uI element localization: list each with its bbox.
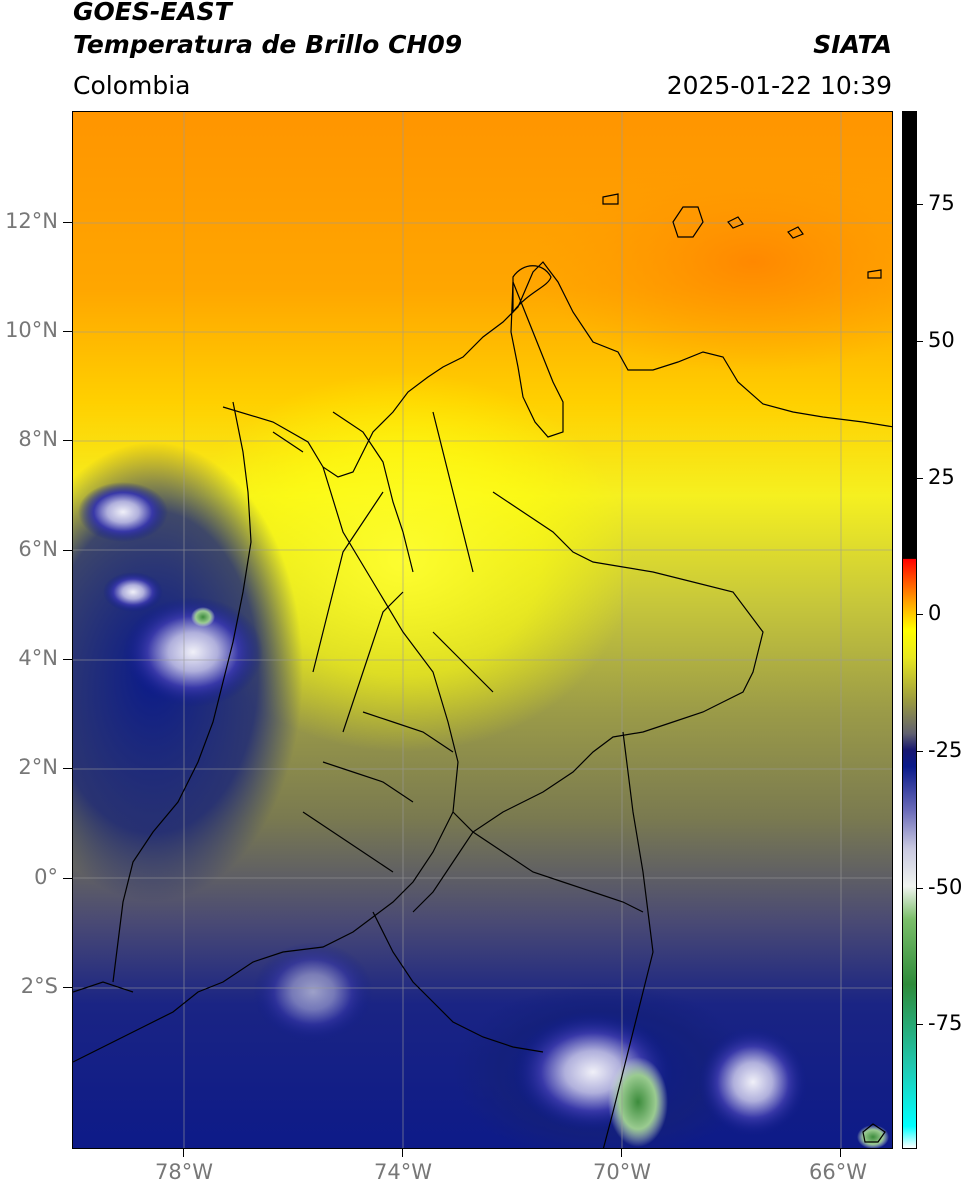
lat-tick: [63, 768, 72, 769]
lat-label-0: 0°: [34, 865, 58, 889]
organization-label: SIATA: [813, 30, 892, 59]
very-cold-core-1: [608, 1057, 668, 1147]
colorbar-tick: [917, 204, 923, 205]
colorbar-tick: [917, 341, 923, 342]
colorbar-tick: [917, 1024, 923, 1025]
lon-tick: [402, 1149, 403, 1157]
coastlines-and-borders: [73, 193, 892, 1148]
brightness-temperature-image: [73, 112, 892, 1148]
lat-label-6n: 6°N: [18, 537, 58, 561]
colorbar-label-75: 75: [928, 191, 955, 215]
colorbar-label-50: 50: [928, 328, 955, 352]
lon-label-66w: 66°W: [809, 1160, 867, 1184]
brazil-border: [602, 731, 654, 1148]
lat-tick: [63, 878, 72, 879]
colorbar-label-minus25: -25: [928, 738, 963, 762]
lon-tick: [183, 1149, 184, 1157]
colorbar: [902, 111, 917, 1149]
andes-border: [73, 466, 459, 1063]
venezuela-border: [412, 491, 764, 913]
cold-cloud-2: [78, 482, 168, 542]
lat-tick: [63, 331, 72, 332]
colorbar-label-25: 25: [928, 465, 955, 489]
lat-label-8n: 8°N: [18, 427, 58, 451]
very-cold-core-2: [857, 1125, 889, 1148]
lon-label-70w: 70°W: [593, 1160, 651, 1184]
lat-tick: [63, 987, 72, 988]
caribbean-coastline: [222, 261, 892, 478]
lon-tick: [840, 1149, 841, 1157]
colorbar-tick: [917, 888, 923, 889]
colorbar-tick: [917, 614, 923, 615]
lat-label-10n: 10°N: [5, 318, 58, 342]
southern-border: [452, 811, 644, 913]
department-borders: [272, 411, 494, 873]
lat-label-2s: 2°S: [20, 974, 58, 998]
title-line-2: Temperatura de Brillo CH09: [73, 30, 463, 59]
colorbar-tick: [917, 478, 923, 479]
colorbar-label-minus50: -50: [928, 875, 963, 899]
lat-tick: [63, 222, 72, 223]
lat-label-2n: 2°N: [18, 755, 58, 779]
cold-cloud-1: [123, 597, 263, 707]
lake-maracaibo-shore: [510, 281, 564, 438]
small-island-south: [862, 1123, 886, 1143]
ecuador-coast: [73, 981, 134, 993]
lat-label-12n: 12°N: [5, 209, 58, 233]
pacific-coastline: [112, 401, 252, 983]
warm-area-caribbean: [533, 152, 892, 372]
timestamp: 2025-01-22 10:39: [666, 71, 892, 100]
lat-tick: [63, 659, 72, 660]
caribbean-islands: [602, 193, 804, 239]
colorbar-label-0: 0: [928, 601, 942, 625]
lat-tick: [63, 550, 72, 551]
lon-label-74w: 74°W: [374, 1160, 432, 1184]
trinidad-island: [867, 269, 882, 279]
cold-cloud-6: [253, 942, 373, 1042]
lon-tick: [621, 1149, 622, 1157]
guajira-peninsula: [512, 265, 552, 314]
cold-cloud-3: [103, 572, 163, 612]
lon-label-78w: 78°W: [155, 1160, 213, 1184]
map-gridlines: [73, 112, 892, 1148]
colorbar-tick: [917, 751, 923, 752]
title-line-1: GOES-EAST: [73, 0, 232, 26]
colorbar-label-minus75: -75: [928, 1011, 963, 1035]
lat-label-4n: 4°N: [18, 646, 58, 670]
very-cold-core-3: [191, 607, 215, 627]
region-label: Colombia: [73, 71, 191, 100]
satellite-map: [72, 111, 893, 1149]
cold-cloud-5: [698, 1027, 808, 1137]
peru-border: [372, 911, 544, 1053]
lat-tick: [63, 440, 72, 441]
